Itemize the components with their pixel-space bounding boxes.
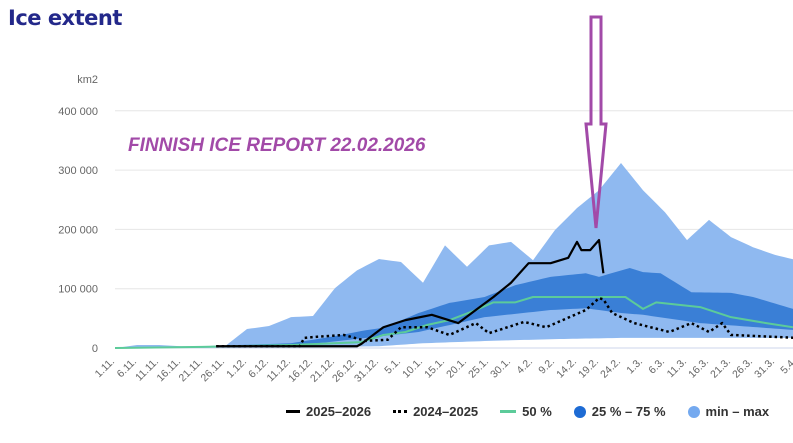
x-tick-label: 4.2. bbox=[514, 356, 535, 377]
x-tick-label: 11.3. bbox=[665, 356, 689, 380]
series-2025-2026-line bbox=[216, 238, 605, 348]
y-tick-label: 400 000 bbox=[58, 106, 98, 118]
x-tick-label: 25.1. bbox=[466, 356, 491, 381]
ice-extent-chart: km2 0 100 000 200 000 300 000 400 000 1.11. 6… bbox=[58, 15, 793, 385]
light-blue-dot-icon bbox=[687, 405, 700, 418]
x-tick-label: 24.2. bbox=[598, 356, 623, 381]
x-tick-label: 1.3. bbox=[624, 356, 645, 377]
y-tick-label: 300 000 bbox=[58, 165, 98, 177]
x-tick-label: 30.1. bbox=[488, 356, 513, 381]
x-tick-label: 26.3. bbox=[730, 356, 755, 381]
legend-label: 25 % – 75 % bbox=[591, 404, 666, 419]
x-tick-label: 26.11. bbox=[199, 356, 228, 385]
dark-blue-dot-icon bbox=[573, 405, 586, 418]
x-tick-label: 15.1. bbox=[422, 356, 447, 381]
solid-line-icon bbox=[286, 410, 300, 413]
legend-label: 2025–2026 bbox=[306, 404, 372, 419]
x-tick-label: 19.2. bbox=[576, 356, 601, 381]
arrow-annotation-icon bbox=[584, 15, 608, 229]
x-tick-label: 5.4. bbox=[778, 356, 793, 377]
legend-item-min-max[interactable]: min – max bbox=[687, 404, 770, 419]
x-tick-label: 31.3. bbox=[752, 356, 777, 381]
x-tick-label: 20.1. bbox=[444, 356, 469, 381]
x-tick-label: 31.12. bbox=[352, 356, 381, 385]
x-tick-label: 14.2. bbox=[554, 356, 579, 381]
y-tick-label: 200 000 bbox=[58, 224, 98, 236]
y-tick-label: 100 000 bbox=[58, 284, 98, 296]
legend-label: 50 % bbox=[522, 404, 552, 419]
y-axis-unit: km2 bbox=[77, 74, 98, 86]
x-tick-label: 1.11. bbox=[93, 356, 117, 380]
legend-label: min – max bbox=[705, 404, 770, 419]
median-line bbox=[115, 296, 793, 349]
y-tick-label: 0 bbox=[92, 343, 98, 355]
legend-label: 2024–2025 bbox=[413, 404, 479, 419]
chart-legend: 2025–2026 2024–2025 50 % 25 % – 75 % min… bbox=[286, 404, 769, 419]
legend-item-2024-2025[interactable]: 2024–2025 bbox=[393, 404, 478, 419]
x-tick-label: 16.3. bbox=[686, 356, 711, 381]
x-tick-label: 21.3. bbox=[708, 356, 733, 381]
dotted-line-icon bbox=[393, 410, 408, 413]
interquartile-band bbox=[115, 267, 793, 348]
x-tick-label: 21.11. bbox=[177, 356, 206, 385]
legend-item-median[interactable]: 50 % bbox=[500, 404, 552, 419]
x-tick-label: 1.12. bbox=[224, 356, 249, 381]
x-tick-label: 10.1. bbox=[400, 356, 425, 381]
series-2024-2025-line bbox=[216, 296, 793, 348]
green-line-icon bbox=[500, 410, 517, 413]
page-title: Ice extent bbox=[8, 6, 122, 30]
x-tick-label: 16.11. bbox=[155, 356, 184, 385]
x-tick-label: 6.3. bbox=[646, 356, 667, 377]
legend-item-iqr[interactable]: 25 % – 75 % bbox=[573, 404, 666, 419]
legend-item-2025-2026[interactable]: 2025–2026 bbox=[286, 404, 371, 419]
report-overlay-text: FINNISH ICE REPORT 22.02.2026 bbox=[128, 135, 426, 156]
